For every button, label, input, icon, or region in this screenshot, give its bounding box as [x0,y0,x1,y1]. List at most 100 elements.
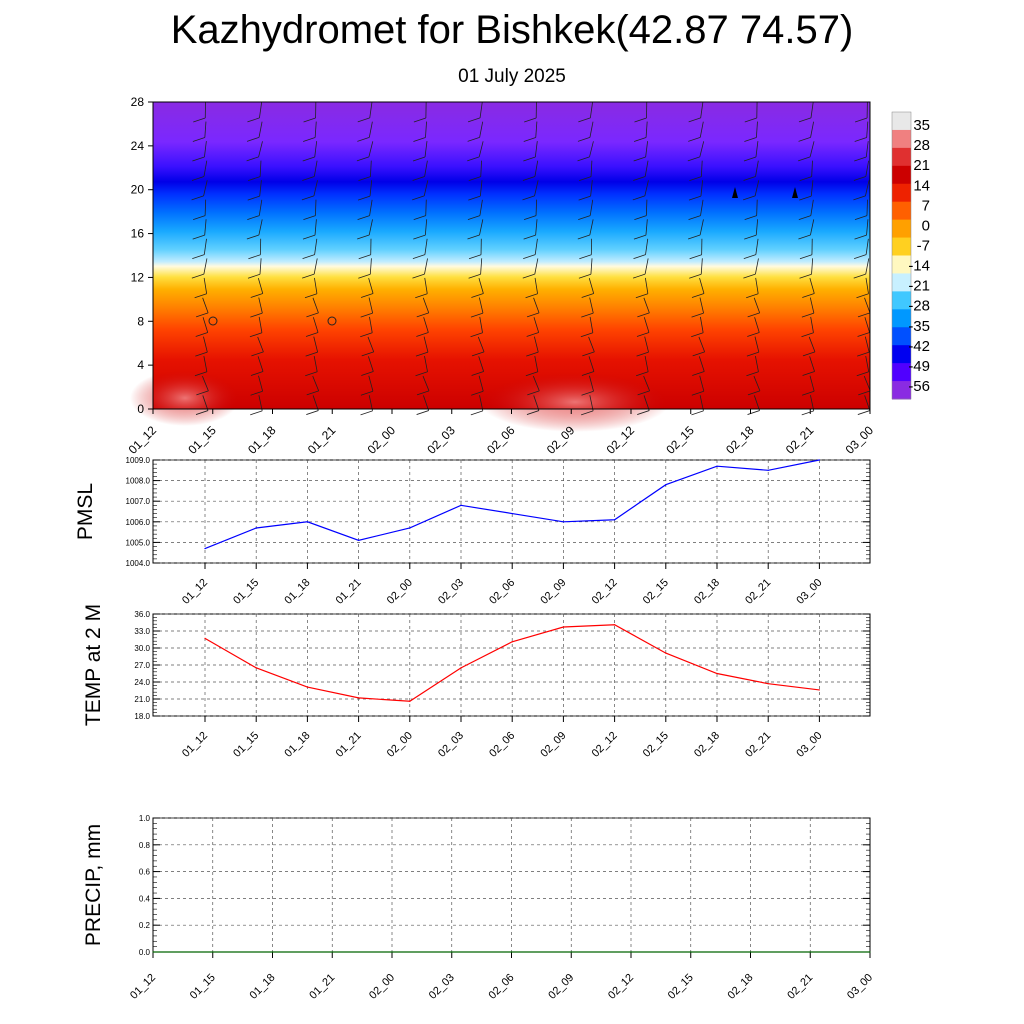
wind-barb [479,121,484,138]
data-point [570,951,572,953]
wind-barb-flag [524,117,537,123]
wind-barb-flag [360,293,374,298]
data-point [271,951,274,953]
wind-barb-flag [360,390,374,396]
wind-barb [258,219,263,236]
wind-barb-flag [634,117,647,123]
wind-barb-flag [357,117,370,123]
wind-barb-flag [746,351,759,357]
wind-barb [259,180,262,197]
colorbar-segment [892,309,911,328]
wind-barb [753,297,761,313]
colorbar-segment [892,255,911,274]
wind-barb-flag [581,312,594,318]
wind-barb-flag [856,371,869,377]
wind-barb-flag [358,176,371,181]
wind-barb [369,102,373,118]
wind-barb-flag [747,390,761,396]
wind-barb [755,258,759,275]
wind-barb-flag [416,410,429,415]
wind-barb [368,219,373,236]
wind-barb-flag [798,215,811,220]
wind-barb-flag [470,332,483,338]
wind-barb [479,102,483,118]
wind-barb [866,199,868,216]
wind-barb [589,395,594,411]
colorbar-segment [892,129,911,149]
wind-barb-flag [578,176,592,181]
wind-barb [203,356,208,372]
wind-barb-flag [525,371,538,377]
wind-barb-flag [303,137,316,142]
wind-barb [810,199,814,216]
data-point [306,521,308,523]
wind-barb [588,336,595,353]
wind-barb [810,395,815,411]
wind-barb-flag [471,390,484,396]
wind-barb-flag [691,390,704,396]
wind-barb-flag [358,273,371,279]
wind-barb [700,102,704,118]
data-point [767,683,769,685]
wind-barb [535,199,537,216]
wind-barb [754,317,760,333]
wind-barb [534,277,538,294]
wind-barb [533,395,540,411]
wind-barb [423,336,429,353]
x-tick-label: 02_18 [692,577,722,607]
x-tick-label: 01_12 [180,577,210,607]
wind-barb-flag [192,215,206,221]
wind-barb [643,375,650,392]
wind-barb [644,258,649,275]
data-point [451,951,453,953]
wind-barb [644,277,649,294]
wind-barb-flag [471,293,484,298]
wind-barb-flag [306,312,319,318]
y-tick-label: 0.8 [139,841,151,850]
wind-barb [809,297,815,314]
wind-barb-flag [468,254,482,260]
wind-barb [755,277,759,294]
wind-barb-flag [577,234,590,240]
wind-barb-flag [854,215,868,221]
wind-barb [422,375,430,392]
wind-barb-flag [578,117,591,123]
wind-barb [423,395,429,411]
wind-barb-flag [581,371,595,376]
wind-barb-flag [412,273,425,279]
x-tick-label: 02_09 [538,730,568,760]
heatmap-x-tick-label: 01_21 [305,423,339,457]
x-tick-label: 02_06 [487,972,517,1002]
wind-barb [644,336,649,353]
wind-barb-flag [195,410,209,415]
wind-pennant [732,187,738,198]
wind-barb-flag [191,176,205,181]
wind-barb [645,121,648,138]
wind-barb-flag [744,117,757,123]
wind-barb-flag [467,234,480,240]
colorbar-segment [892,273,911,292]
wind-barb [368,141,374,157]
wind-barb-flag [250,390,263,396]
wind-barb-flag [578,195,591,201]
colorbar-segment [892,201,911,221]
wind-barb-flag [357,215,370,220]
wind-barb [369,316,373,333]
wind-barb-flag [689,176,702,181]
wind-barb [644,160,649,177]
data-point [331,951,333,953]
heatmap-y-tick-label: 12 [131,270,145,284]
heatmap-x-tick-label: 02_00 [365,423,399,457]
temperature-cross-section: 0 4 8 12 16 20 24 28 01_12 01_15 01_18 01_21 02_00 0… [126,95,877,457]
wind-barb-flag [361,351,374,357]
x-tick-label: 01_15 [231,577,261,607]
data-point [749,951,752,953]
wind-barb [590,180,593,197]
colorbar-label: 28 [913,137,930,154]
x-tick-label: 02_15 [666,972,696,1002]
wind-barb-flag [688,195,702,201]
wind-barb [645,219,648,236]
y-tick-label: 36.0 [134,610,150,619]
wind-barb-flag [687,156,700,162]
wind-barb-flag [305,351,318,357]
